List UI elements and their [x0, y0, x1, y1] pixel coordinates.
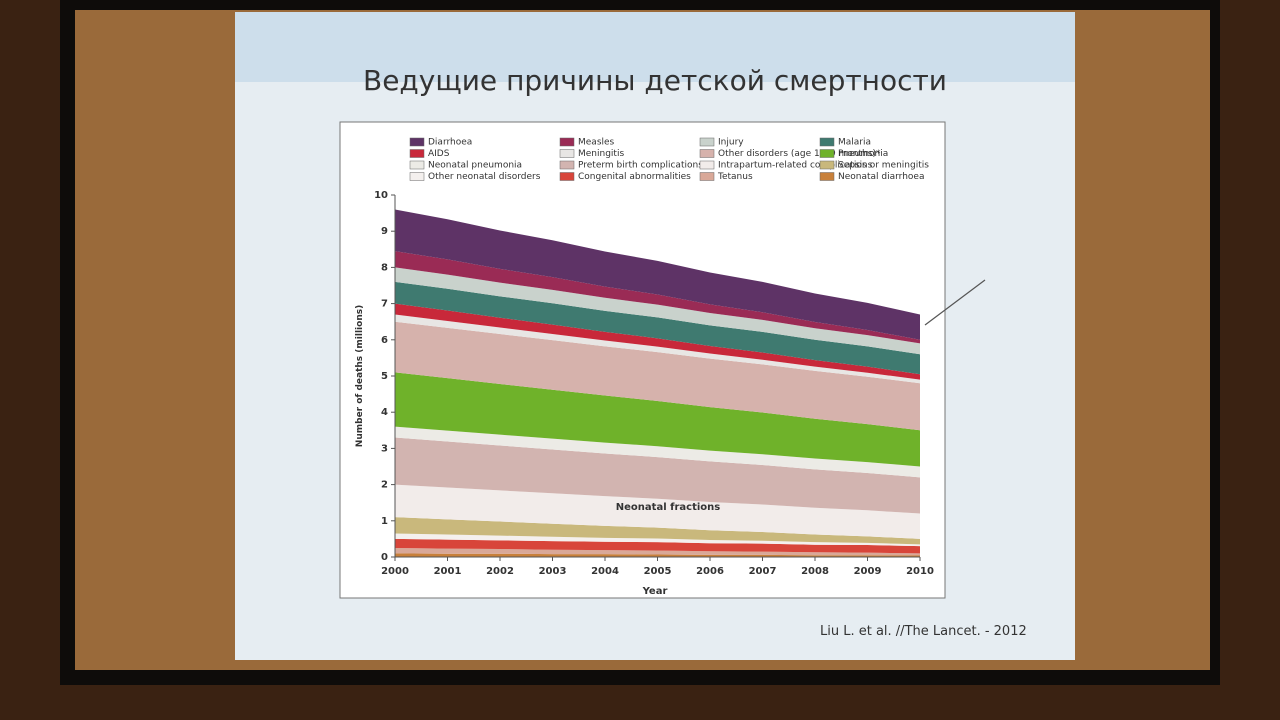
y-tick-label: 10 — [374, 190, 388, 201]
legend-swatch — [559, 160, 575, 170]
x-tick-label: 2004 — [591, 566, 619, 577]
legend-label: Meningitis — [578, 149, 624, 159]
legend-label: Other neonatal disorders — [428, 172, 541, 182]
legend-swatch — [559, 137, 575, 147]
legend-swatch — [819, 172, 835, 181]
area — [395, 251, 920, 344]
area — [395, 538, 920, 554]
legend-label: Intrapartum-related complications — [718, 161, 873, 171]
area — [395, 553, 920, 557]
x-axis-label: Year — [642, 586, 668, 597]
area — [395, 321, 920, 431]
y-tick-label: 0 — [381, 552, 388, 563]
legend-swatch — [699, 149, 715, 158]
legend-label: Neonatal diarrhoea — [838, 172, 924, 182]
x-tick-label: 2003 — [539, 566, 567, 577]
area — [395, 303, 920, 380]
citation: Liu L. et al. //The Lancet. - 2012 — [820, 624, 1027, 639]
area — [395, 517, 920, 545]
legend-swatch — [559, 149, 575, 158]
legend-label: Pneumonia — [838, 149, 888, 159]
legend-swatch — [409, 149, 425, 158]
pointer-arrow — [924, 279, 986, 326]
legend-label: Sepsis or meningitis — [838, 161, 929, 171]
y-tick-label: 5 — [381, 371, 388, 382]
y-tick-label: 3 — [381, 443, 388, 454]
legend-label: Neonatal pneumonia — [428, 161, 522, 171]
area — [395, 267, 920, 355]
legend-swatch — [409, 160, 425, 170]
y-tick-label: 4 — [381, 407, 388, 418]
y-tick-label: 7 — [381, 299, 388, 310]
y-tick-label: 1 — [381, 516, 388, 527]
x-tick-label: 2008 — [801, 566, 829, 577]
y-tick-label: 2 — [381, 480, 388, 491]
area — [395, 209, 920, 340]
area — [395, 372, 920, 467]
area — [395, 437, 920, 514]
legend-label: Diarrhoea — [428, 138, 472, 148]
legend-swatch — [819, 160, 835, 170]
x-tick-label: 2010 — [906, 566, 934, 577]
area — [395, 314, 920, 384]
legend-swatch — [409, 137, 425, 147]
x-tick-label: 2001 — [434, 566, 462, 577]
area — [395, 426, 920, 478]
legend-label: Measles — [578, 138, 615, 148]
legend-swatch — [819, 137, 835, 147]
y-tick-label: 9 — [381, 226, 388, 237]
slide-header-band — [235, 12, 1075, 82]
legend-swatch — [409, 172, 425, 181]
area — [395, 533, 920, 547]
area — [395, 281, 920, 375]
area — [395, 484, 920, 539]
legend-swatch — [699, 172, 715, 181]
legend-swatch — [699, 137, 715, 147]
legend-swatch — [819, 149, 835, 158]
annotation: Neonatal fractions — [616, 502, 720, 513]
legend-label: Other disorders (age 1–59 months)* — [718, 149, 881, 159]
y-tick-label: 6 — [381, 335, 388, 346]
x-tick-label: 2009 — [854, 566, 882, 577]
y-tick-label: 8 — [381, 262, 388, 273]
legend-swatch — [559, 172, 575, 181]
legend-swatch — [699, 160, 715, 170]
slide-title: Ведущие причины детской смертности — [363, 64, 947, 97]
x-tick-label: 2002 — [486, 566, 514, 577]
legend-label: Malaria — [838, 138, 871, 148]
x-tick-label: 2000 — [381, 566, 409, 577]
x-tick-label: 2007 — [749, 566, 777, 577]
x-tick-label: 2005 — [644, 566, 672, 577]
y-axis-label: Number of deaths (millions) — [355, 305, 365, 447]
area — [395, 547, 920, 556]
x-tick-label: 2006 — [696, 566, 724, 577]
legend-label: AIDS — [428, 149, 450, 159]
legend-label: Preterm birth complications — [578, 161, 703, 171]
legend-label: Congenital abnormalities — [578, 172, 691, 182]
legend-label: Tetanus — [717, 172, 753, 182]
legend-label: Injury — [718, 138, 744, 148]
